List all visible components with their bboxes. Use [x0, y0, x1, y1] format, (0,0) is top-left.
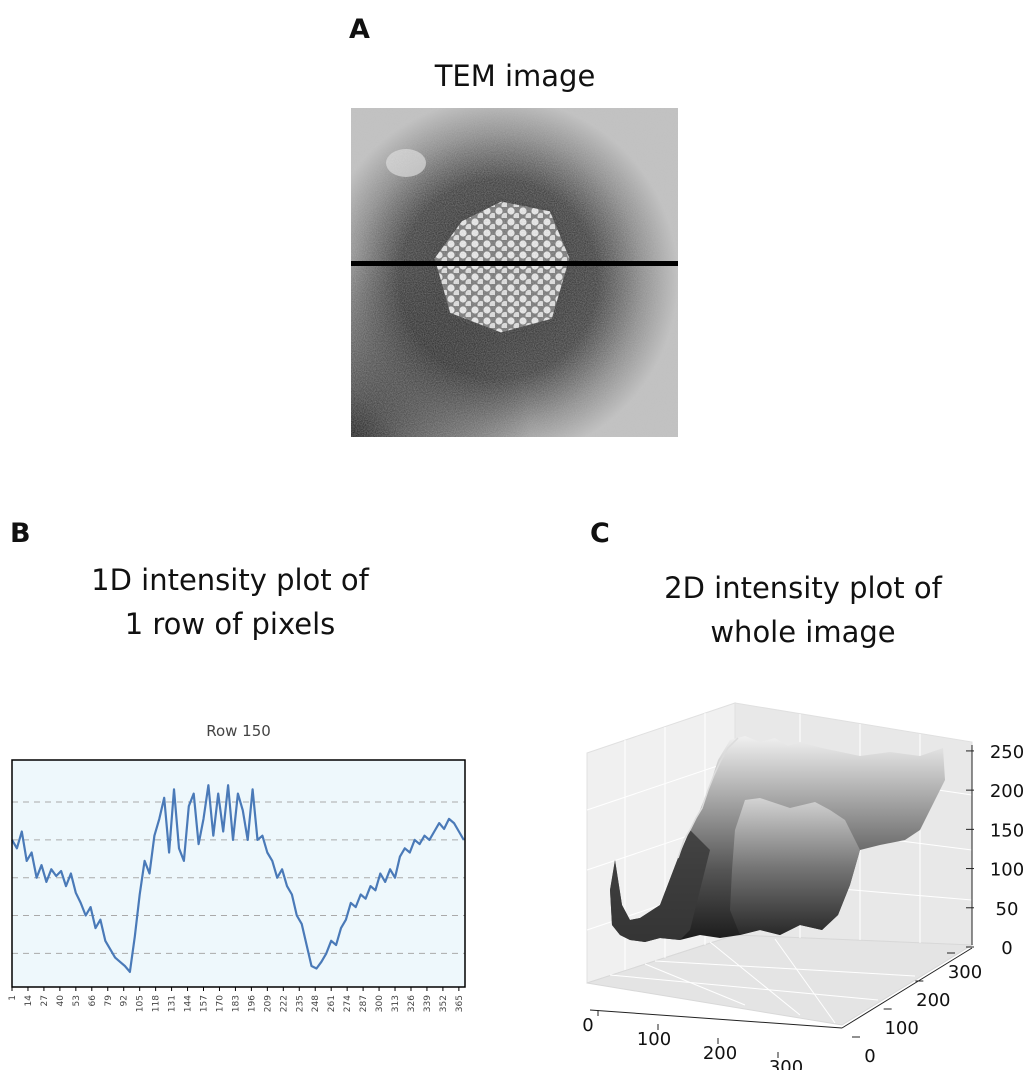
- x-tick-label: 274: [343, 995, 353, 1012]
- x-tick-label: 53: [72, 995, 82, 1006]
- y-axis-line: [841, 947, 973, 1029]
- x-tick-label: 235: [295, 995, 305, 1012]
- panel-c-title: 2D intensity plot of whole image: [603, 566, 1003, 654]
- x-tick-label: 0: [582, 1015, 593, 1036]
- row-intensity-line: [11, 784, 465, 973]
- y-tick-label: 0: [864, 1046, 875, 1067]
- x-tick-label: 326: [407, 995, 417, 1012]
- x-axis-ticks: 0 100 200 300: [582, 1009, 843, 1070]
- panel-b-letter: B: [10, 518, 31, 549]
- x-tick-label: 248: [311, 995, 321, 1012]
- x-tick-label: 222: [279, 995, 289, 1012]
- panel-c-title-line2: whole image: [710, 615, 896, 649]
- x-tick-label: 100: [637, 1029, 671, 1050]
- x-tick-label: 92: [120, 995, 130, 1006]
- x-axis-line: [589, 1009, 843, 1029]
- z-tick-label: 150: [990, 820, 1024, 841]
- x-tick-label: 287: [359, 995, 369, 1012]
- x-tick-label: 118: [152, 995, 162, 1012]
- panel-a-title: TEM image: [434, 59, 596, 93]
- row-intensity-chart: 1 14 27 40 53 66 79 92 105 118 131 144 157 170 183 196 2…: [8, 759, 466, 1012]
- surface-front-lobe: [730, 798, 860, 935]
- x-tick-label: 352: [439, 995, 449, 1012]
- x-tick-label: 79: [104, 995, 114, 1007]
- x-tick-label: 300: [769, 1057, 803, 1070]
- x-tick-label: 105: [136, 995, 146, 1012]
- panel-c-title-line1: 2D intensity plot of: [664, 571, 942, 605]
- x-tick-label: 261: [327, 995, 337, 1012]
- surface-3d-chart: 0 50 100 150 200 250 0 100 200 300 0 100 200 300: [582, 702, 1024, 1070]
- x-tick-label: 131: [168, 995, 178, 1012]
- x-tick-label: 183: [231, 995, 241, 1012]
- z-tick-label: 100: [990, 860, 1024, 881]
- x-tick-label: 157: [200, 995, 210, 1012]
- panel-a-letter: A: [349, 14, 370, 45]
- x-tick-label: 170: [215, 995, 225, 1012]
- z-axis-ticks: 0 50 100 150 200 250: [966, 742, 1024, 959]
- z-tick-label: 250: [990, 742, 1024, 763]
- surface-ridge: [677, 737, 739, 859]
- x-tick-label: 14: [24, 995, 34, 1007]
- x-tick-label: 339: [423, 995, 433, 1012]
- y-tick-label: 100: [884, 1018, 918, 1039]
- panel-c-letter: C: [590, 518, 610, 549]
- z-tick-label: 200: [990, 781, 1024, 802]
- x-tick-label: 200: [703, 1043, 737, 1064]
- x-tick-label: 300: [375, 995, 385, 1012]
- y-tick-label: 300: [948, 962, 982, 983]
- plot-frame: [11, 759, 466, 988]
- x-tick-label: 144: [184, 995, 194, 1012]
- x-tick-label: 365: [455, 995, 465, 1012]
- x-tick-label: 66: [88, 995, 98, 1007]
- x-tick-label: 196: [247, 995, 257, 1012]
- x-tick-label: 40: [56, 995, 66, 1007]
- y-axis-ticks: 0 100 200 300: [841, 947, 982, 1067]
- y-tick-label: 200: [916, 990, 950, 1011]
- z-tick-label: 50: [996, 899, 1019, 920]
- panel-b-title-line2: 1 row of pixels: [124, 607, 336, 641]
- panel-b-title-line1: 1D intensity plot of: [91, 563, 369, 597]
- z-tick-label: 0: [1001, 938, 1012, 959]
- row-plot-title: Row 150: [206, 722, 271, 740]
- x-tick-label: 209: [263, 995, 273, 1012]
- x-tick-label: 1: [8, 995, 18, 1001]
- surface-left-wall: [610, 830, 710, 942]
- tem-micrograph: [351, 108, 678, 437]
- x-tick-label: 313: [391, 995, 401, 1012]
- x-tick-label: 27: [40, 995, 50, 1006]
- panel-b-title: 1D intensity plot of 1 row of pixels: [30, 558, 430, 646]
